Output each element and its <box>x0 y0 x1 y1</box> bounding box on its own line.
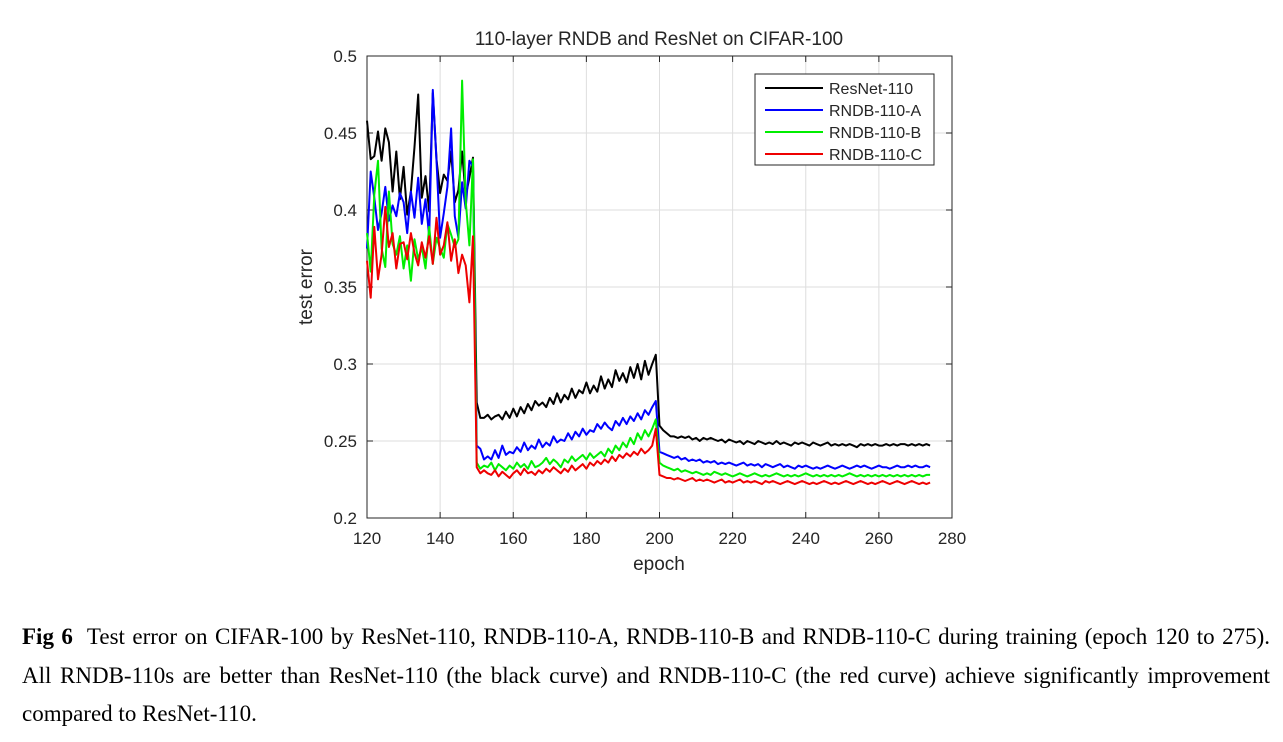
series-line-rndb-110-a <box>366 88 931 470</box>
series-lines <box>366 79 931 486</box>
y-tick-label: 0.5 <box>333 47 357 66</box>
legend: ResNet-110 RNDB-110-A RNDB-110-B RNDB-110-C <box>754 73 935 166</box>
legend-label: RNDB-110-A <box>829 103 922 120</box>
legend-box <box>754 73 935 166</box>
line-chart: 120 140 160 180 200 220 240 260 280 0.2 0.25 0.3 0.3… <box>296 29 966 575</box>
series-line-rndb-110-b <box>366 79 931 478</box>
tick-labels: 120 140 160 180 200 220 240 260 280 0.2 0.25 0.3 0.3… <box>324 47 966 548</box>
x-tick-label: 200 <box>645 529 673 548</box>
legend-label: ResNet-110 <box>829 81 913 98</box>
y-tick-label: 0.3 <box>333 355 357 374</box>
x-tick-label: 120 <box>353 529 381 548</box>
x-axis-label: epoch <box>633 554 685 575</box>
figure-caption: Fig 6 Test error on CIFAR-100 by ResNet-1… <box>22 618 1270 734</box>
chart-title: 110-layer RNDB and ResNet on CIFAR-100 <box>475 29 843 50</box>
x-tick-label: 260 <box>865 529 893 548</box>
y-tick-label: 0.4 <box>333 201 357 220</box>
y-tick-label: 0.2 <box>333 509 357 528</box>
x-tick-label: 140 <box>426 529 454 548</box>
figure-label: Fig 6 <box>22 624 73 649</box>
x-tick-label: 240 <box>792 529 820 548</box>
y-tick-label: 0.25 <box>324 432 357 451</box>
series-line-rndb-110-c <box>366 205 931 486</box>
x-tick-label: 280 <box>938 529 966 548</box>
legend-label: RNDB-110-B <box>829 125 921 142</box>
y-tick-label: 0.45 <box>324 124 357 143</box>
y-axis-label: test error <box>296 248 317 325</box>
legend-label: RNDB-110-C <box>829 147 922 164</box>
caption-text: Test error on CIFAR-100 by ResNet-110, R… <box>22 624 1270 726</box>
x-tick-label: 220 <box>718 529 746 548</box>
x-tick-label: 180 <box>572 529 600 548</box>
y-tick-label: 0.35 <box>324 278 357 297</box>
x-tick-label: 160 <box>499 529 527 548</box>
